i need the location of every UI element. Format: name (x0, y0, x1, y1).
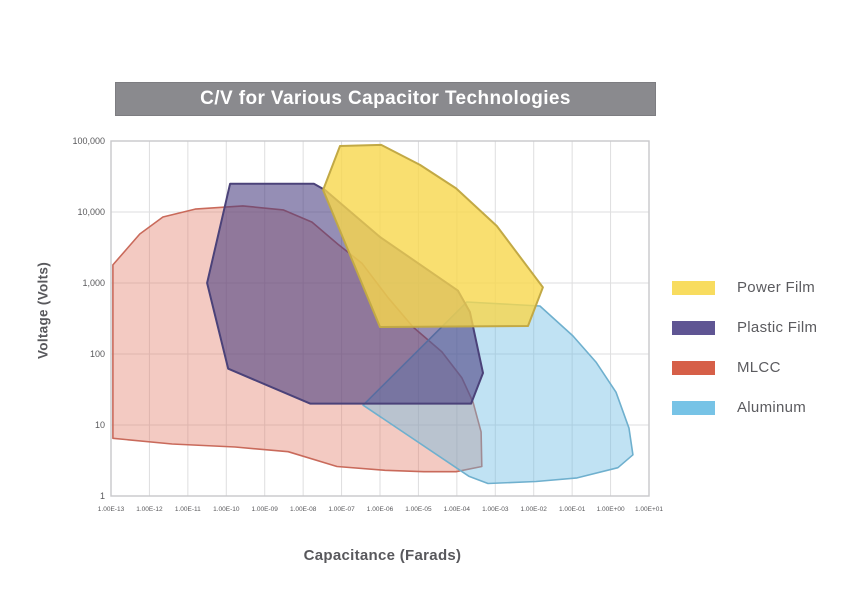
x-tick-label: 1.00E-05 (405, 506, 432, 513)
y-tick-label: 10 (95, 420, 105, 430)
plot-border (110, 140, 650, 497)
plot-frame (110, 140, 650, 497)
region-power-film (322, 143, 544, 328)
y-tick-label: 100,000 (72, 136, 105, 146)
y-axis-title: Voltage (Volts) (35, 262, 51, 360)
legend-label: Power Film (737, 279, 816, 296)
legend-swatch (672, 360, 715, 375)
legend-label: Plastic Film (737, 319, 818, 336)
x-tick-label: 1.00E-08 (290, 506, 317, 513)
y-tick-label: 1 (100, 491, 105, 501)
x-tick-label: 1.00E-12 (136, 506, 163, 513)
x-tick-label: 1.00E-09 (252, 506, 279, 513)
x-tick-label: 1.00E-13 (98, 506, 125, 513)
legend-item-plastic-film: Plastic Film (672, 319, 817, 336)
x-tick-label: 1.00E-07 (328, 506, 355, 513)
legend-swatch (672, 320, 715, 335)
legend-label: MLCC (737, 359, 781, 376)
y-tick-label: 1,000 (82, 278, 105, 288)
x-tick-label: 1.00E-11 (175, 506, 201, 513)
x-tick-label: 1.00E-10 (213, 506, 240, 513)
legend-item-aluminum: Aluminum (672, 399, 817, 416)
x-tick-label: 1.00E-01 (559, 506, 586, 513)
legend-swatch (672, 400, 715, 415)
chart-title: C/V for Various Capacitor Technologies (200, 88, 571, 109)
capacitor-regions (112, 143, 634, 485)
x-tick-label: 1.00E+00 (597, 506, 625, 513)
axis-tick-labels: 100,000 10,000 1,000 100 10 1 1.00E-13 1.00E-12… (72, 136, 663, 513)
legend-label: Aluminum (737, 399, 807, 416)
legend-swatch (672, 280, 715, 295)
legend: Power Film Plastic Film MLCC Aluminum (672, 279, 817, 416)
legend-item-power-film: Power Film (672, 279, 817, 296)
legend-item-mlcc: MLCC (672, 359, 817, 376)
x-axis-title: Capacitance (Farads) (303, 547, 462, 564)
x-tick-label: 1.00E-04 (444, 506, 471, 513)
x-tick-label: 1.00E-03 (482, 506, 509, 513)
y-tick-label: 100 (90, 349, 105, 359)
y-tick-label: 10,000 (77, 207, 105, 217)
x-tick-label: 1.00E-06 (367, 506, 394, 513)
chart-title-banner: C/V for Various Capacitor Technologies (115, 82, 656, 116)
x-tick-label: 1.00E-02 (521, 506, 548, 513)
x-tick-label: 1.00E+01 (635, 506, 663, 513)
